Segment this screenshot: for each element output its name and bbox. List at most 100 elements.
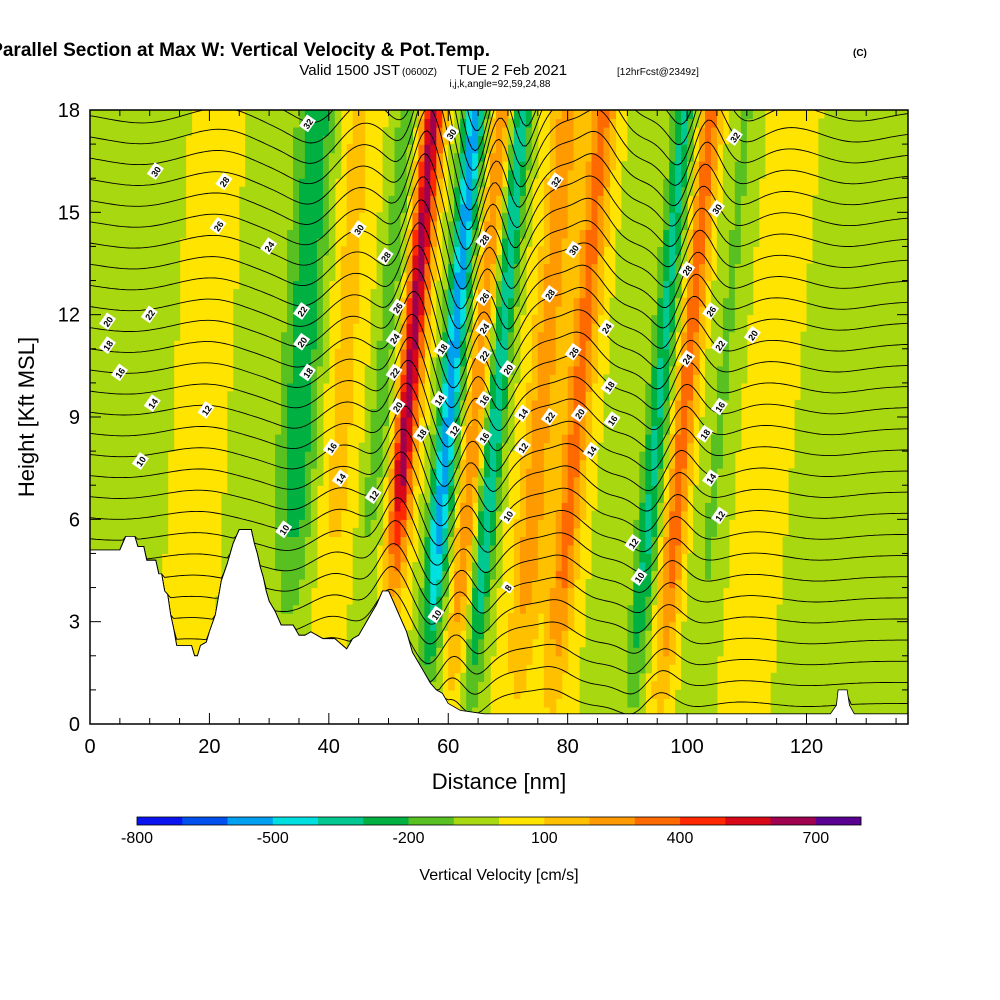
velocity-cell (418, 331, 425, 341)
velocity-cell (681, 306, 688, 316)
contour-label: 30 (442, 124, 460, 143)
velocity-cell (609, 314, 652, 324)
velocity-cell (705, 144, 712, 154)
velocity-cell (281, 357, 294, 367)
velocity-cell (299, 195, 324, 205)
velocity-cell (645, 502, 652, 512)
velocity-cell (711, 434, 724, 444)
velocity-cell (394, 425, 402, 435)
velocity-cell (388, 391, 396, 401)
velocity-cell (394, 527, 402, 537)
velocity-cell (442, 527, 449, 537)
velocity-cell (645, 434, 652, 444)
velocity-cell (621, 195, 664, 205)
velocity-cell (555, 647, 563, 657)
velocity-cell (543, 263, 563, 273)
velocity-cell (496, 485, 503, 495)
velocity-cell (430, 502, 437, 512)
velocity-cell (460, 110, 467, 120)
velocity-cell (591, 195, 599, 205)
velocity-cell (466, 672, 485, 682)
velocity-cell (448, 476, 455, 486)
velocity-cell (454, 365, 461, 375)
velocity-cell (639, 562, 646, 572)
velocity-cell (531, 144, 539, 154)
velocity-cell (687, 161, 694, 171)
velocity-cell (508, 408, 515, 418)
velocity-cell (316, 237, 330, 247)
velocity-cell (400, 579, 408, 589)
velocity-cell (424, 255, 431, 265)
velocity-cell (585, 340, 593, 350)
velocity-cell (788, 502, 908, 512)
velocity-cell (573, 562, 581, 572)
velocity-cell (90, 135, 187, 145)
velocity-cell (675, 152, 682, 162)
velocity-cell (579, 297, 593, 307)
contour-label-bg (143, 394, 161, 413)
velocity-cell (669, 442, 676, 452)
velocity-cell (519, 272, 527, 282)
velocity-cell (508, 178, 515, 188)
velocity-cell (334, 135, 342, 145)
velocity-cell (716, 382, 730, 392)
velocity-cell (615, 255, 658, 265)
velocity-cell (430, 562, 443, 572)
contour-label-bg (433, 339, 451, 358)
velocity-cell (281, 425, 288, 435)
velocity-cell (310, 382, 318, 392)
velocity-cell (400, 536, 408, 546)
velocity-cell (525, 110, 533, 120)
velocity-cell (376, 357, 390, 367)
velocity-cell (525, 118, 533, 128)
velocity-cell (531, 161, 539, 171)
velocity-cell (406, 186, 414, 196)
velocity-cell (436, 519, 443, 529)
velocity-cell (705, 229, 712, 239)
contour-label-bg (540, 407, 558, 426)
velocity-cell (728, 340, 748, 350)
velocity-cell (340, 306, 360, 316)
velocity-cell (711, 289, 730, 299)
velocity-cell (543, 630, 551, 640)
velocity-cell (382, 442, 390, 452)
velocity-cell (418, 664, 437, 674)
velocity-cell (406, 536, 414, 546)
velocity-cell (561, 459, 569, 469)
velocity-cell (328, 127, 336, 137)
velocity-cell (466, 664, 485, 674)
velocity-cell (513, 306, 527, 316)
velocity-cell (394, 417, 402, 427)
velocity-cell (466, 229, 473, 239)
velocity-cell (460, 502, 473, 512)
velocity-cell (513, 596, 521, 606)
velocity-cell (293, 348, 312, 358)
contour-label-bg (427, 605, 445, 624)
velocity-cell (525, 519, 539, 529)
velocity-cell (567, 570, 575, 580)
velocity-cell (573, 331, 581, 341)
velocity-cell (782, 562, 908, 572)
velocity-cell (573, 314, 581, 324)
velocity-cell (687, 152, 694, 162)
contour-label-text: 28 (218, 175, 232, 189)
velocity-cell (394, 127, 413, 137)
velocity-cell (585, 229, 599, 239)
velocity-cell (424, 161, 431, 171)
velocity-cell (818, 169, 908, 179)
velocity-cell (334, 425, 348, 435)
velocity-cell (675, 570, 682, 580)
velocity-cell (591, 314, 599, 324)
velocity-cell (687, 459, 694, 469)
velocity-cell (669, 178, 676, 188)
velocity-cell (699, 459, 712, 469)
velocity-cell (442, 365, 449, 375)
velocity-cell (502, 442, 515, 452)
velocity-cell (693, 408, 700, 418)
velocity-cell (442, 451, 449, 461)
velocity-cell (585, 374, 593, 384)
velocity-cell (687, 118, 694, 128)
velocity-cell (412, 579, 425, 589)
velocity-cell (233, 374, 282, 384)
velocity-cell (711, 459, 724, 469)
